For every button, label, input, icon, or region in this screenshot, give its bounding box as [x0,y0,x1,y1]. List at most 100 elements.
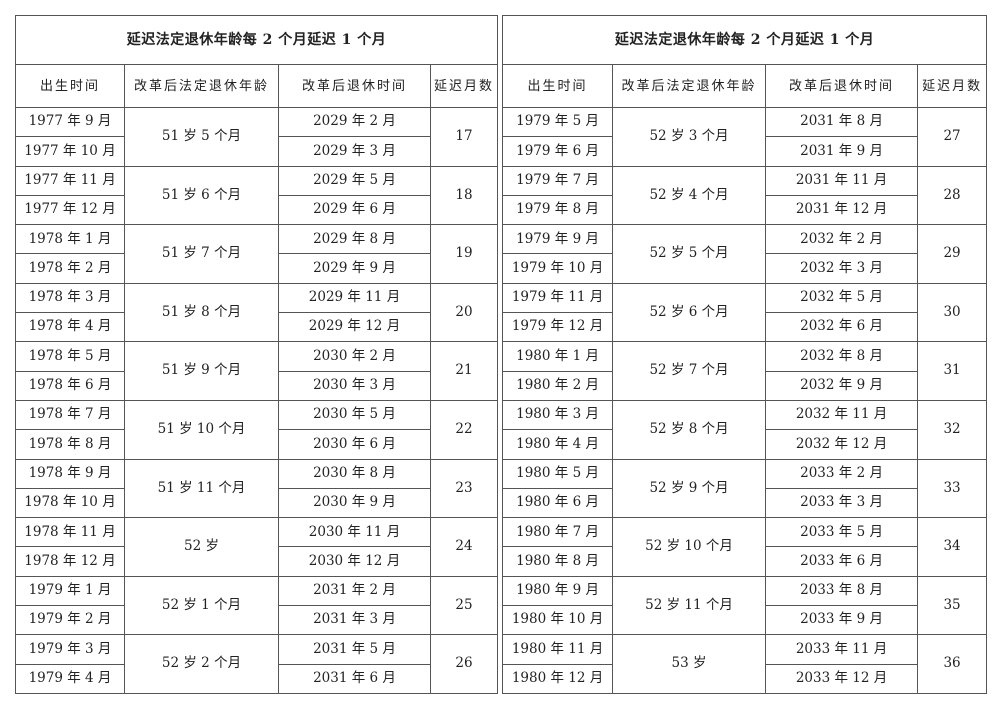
retirement-date-cell: 2029 年 2 月 [278,106,431,138]
retirement-date-cell: 2033 年 6 月 [765,546,919,577]
birth-date-cell: 1978 年 11 月 [15,517,125,548]
delay-months-cell: 21 [429,341,499,401]
birth-date-cell: 1978 年 1 月 [15,224,125,255]
retirement-age-cell: 53 岁 [612,634,767,694]
birth-date-cell: 1978 年 10 月 [15,487,125,519]
delay-months-cell: 34 [917,517,988,577]
retirement-date-cell: 2032 年 11 月 [765,399,919,431]
retirement-date-cell: 2030 年 11 月 [278,517,431,548]
table-row: 1979 年 4 月 2031 年 6 月 [15,663,498,694]
table-row: 1977 年 9 月 51 岁 5 个月 2029 年 2 月 17 [15,106,499,167]
retirement-date-cell: 2031 年 8 月 [765,106,919,138]
retirement-age-cell: 51 岁 8 个月 [124,282,279,343]
birth-date-cell: 1980 年 2 月 [502,370,614,401]
retirement-age-cell: 51 岁 6 个月 [124,165,279,226]
table-row: 1977 年 10 月 2029 年 3 月 [15,136,498,167]
birth-date-cell: 1978 年 3 月 [15,282,125,314]
retirement-date-cell: 2029 年 9 月 [278,253,431,284]
birth-date-cell: 1978 年 12 月 [15,546,125,577]
retirement-date-cell: 2031 年 5 月 [278,634,431,665]
birth-date-cell: 1979 年 4 月 [15,663,125,694]
table-row: 1979 年 5 月 52 岁 3 个月 2031 年 8 月 27 [502,106,988,167]
birth-date-cell: 1977 年 12 月 [15,194,125,226]
retirement-date-cell: 2033 年 9 月 [765,605,919,636]
retirement-date-cell: 2029 年 11 月 [278,282,431,314]
retirement-age-cell: 51 岁 10 个月 [124,399,279,460]
retirement-date-cell: 2033 年 8 月 [765,575,919,607]
retirement-age-cell: 51 岁 5 个月 [124,107,279,167]
birth-date-cell: 1978 年 5 月 [15,341,125,372]
retirement-date-cell: 2029 年 6 月 [278,194,431,226]
table-row: 1980 年 2 月 2032 年 9 月 [502,370,987,401]
table-row: 1980 年 4 月 2032 年 12 月 [502,429,987,460]
delay-months-cell: 33 [917,458,988,519]
table-row: 1978 年 4 月 2029 年 12 月 [15,312,498,343]
delay-months-cell: 35 [917,575,988,636]
birth-date-cell: 1980 年 11 月 [502,634,614,665]
delay-months-cell: 30 [917,282,988,343]
retirement-date-cell: 2031 年 9 月 [765,136,919,167]
retirement-date-cell: 2030 年 8 月 [278,458,431,489]
table-row: 1979 年 9 月 52 岁 5 个月 2032 年 2 月 29 [502,224,988,284]
retirement-table-left: 延迟法定退休年龄每 2 个月延迟 1 个月 出生时间 改革后法定退休年龄 改革后… [14,15,499,694]
birth-date-cell: 1977 年 11 月 [15,165,125,196]
delay-months-cell: 31 [917,341,988,401]
delay-months-cell: 26 [429,634,499,694]
retirement-date-cell: 2032 年 3 月 [765,253,919,284]
delay-months-cell: 29 [917,224,988,284]
birth-date-cell: 1979 年 11 月 [502,282,614,314]
retirement-date-cell: 2029 年 12 月 [278,312,431,343]
retirement-date-cell: 2032 年 5 月 [765,282,919,314]
delay-months-cell: 22 [429,399,499,460]
table-row: 1978 年 3 月 51 岁 8 个月 2029 年 11 月 20 [15,282,499,343]
retirement-date-cell: 2033 年 3 月 [765,487,919,519]
retirement-date-cell: 2033 年 2 月 [765,458,919,489]
retirement-age-cell: 52 岁 2 个月 [124,634,279,694]
birth-date-cell: 1979 年 12 月 [502,312,614,343]
retirement-age-cell: 52 岁 1 个月 [124,575,279,636]
birth-date-cell: 1979 年 3 月 [15,634,125,665]
table-row: 1979 年 7 月 52 岁 4 个月 2031 年 11 月 28 [502,165,988,226]
retirement-age-cell: 52 岁 11 个月 [612,575,767,636]
retirement-table-right: 延迟法定退休年龄每 2 个月延迟 1 个月 出生时间 改革后法定退休年龄 改革后… [502,15,988,694]
table-row: 1978 年 8 月 2030 年 6 月 [15,429,498,460]
table-row: 1977 年 12 月 2029 年 6 月 [15,194,498,226]
retirement-date-cell: 2032 年 6 月 [765,312,919,343]
table-row: 1979 年 3 月 52 岁 2 个月 2031 年 5 月 26 [15,634,499,694]
retirement-date-cell: 2032 年 9 月 [765,370,919,401]
delay-months-cell: 27 [917,107,988,167]
table-title: 延迟法定退休年龄每 2 个月延迟 1 个月 [502,15,988,65]
retirement-date-cell: 2032 年 2 月 [765,224,919,255]
birth-date-cell: 1980 年 5 月 [502,458,614,489]
retirement-age-cell: 51 岁 11 个月 [124,458,279,519]
birth-date-cell: 1978 年 9 月 [15,458,125,489]
birth-date-cell: 1979 年 1 月 [15,575,125,607]
retirement-age-cell: 52 岁 4 个月 [612,165,767,226]
retirement-age-cell: 52 岁 7 个月 [612,341,767,401]
delay-months-cell: 24 [429,517,499,577]
birth-date-cell: 1980 年 3 月 [502,399,614,431]
retirement-age-cell: 52 岁 3 个月 [612,107,767,167]
table-row: 1978 年 2 月 2029 年 9 月 [15,253,498,284]
birth-date-cell: 1979 年 6 月 [502,136,614,167]
retirement-date-cell: 2031 年 11 月 [765,165,919,196]
table-title: 延迟法定退休年龄每 2 个月延迟 1 个月 [14,15,499,65]
birth-date-cell: 1978 年 8 月 [15,429,125,460]
retirement-date-cell: 2030 年 12 月 [278,546,431,577]
table-row: 1978 年 9 月 51 岁 11 个月 2030 年 8 月 23 [15,458,499,519]
retirement-age-cell: 52 岁 9 个月 [612,458,767,519]
header-retire: 改革后退休时间 [765,64,919,108]
table-row: 1979 年 8 月 2031 年 12 月 [502,194,987,226]
header-age: 改革后法定退休年龄 [612,64,767,108]
header-delay: 延迟月数 [429,64,499,108]
retirement-date-cell: 2029 年 8 月 [278,224,431,255]
birth-date-cell: 1977 年 9 月 [15,106,125,138]
birth-date-cell: 1978 年 6 月 [15,370,125,401]
table-row: 1978 年 12 月 2030 年 12 月 [15,546,498,577]
birth-date-cell: 1980 年 1 月 [502,341,614,372]
delay-months-cell: 17 [429,107,499,167]
retirement-age-cell: 51 岁 9 个月 [124,341,279,401]
birth-date-cell: 1977 年 10 月 [15,136,125,167]
retirement-date-cell: 2033 年 11 月 [765,634,919,665]
table-row: 1980 年 9 月 52 岁 11 个月 2033 年 8 月 35 [502,575,988,636]
